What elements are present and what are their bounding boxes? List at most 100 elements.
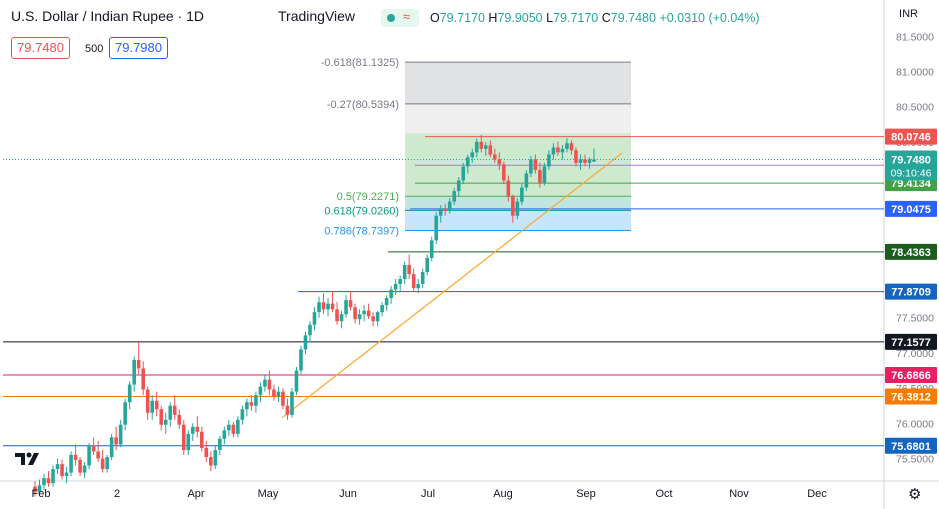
candle-body xyxy=(51,469,55,484)
candle-body xyxy=(127,384,132,403)
candle-body xyxy=(447,201,452,211)
y-tick-label-2: 80.5000 xyxy=(896,102,934,114)
brand-name: TradingView xyxy=(278,8,356,24)
open-label: O xyxy=(430,11,440,25)
candle-body xyxy=(82,465,87,473)
candle-body xyxy=(393,283,398,290)
fib-label-4: 0.786(78.7397) xyxy=(324,226,399,238)
buy-button[interactable]: 79.7980 xyxy=(109,37,168,59)
candle-body xyxy=(240,409,245,420)
candle-body xyxy=(326,303,330,310)
price-level-tag-9 xyxy=(885,437,937,454)
candle-body xyxy=(443,208,448,211)
candle-body xyxy=(529,159,533,174)
candle-body xyxy=(294,370,299,392)
fib-label-0: -0.618(81.1325) xyxy=(321,57,399,69)
candle-body xyxy=(353,307,357,320)
candle-body xyxy=(547,154,551,167)
candle-body xyxy=(556,147,560,153)
price-level-tag-0 xyxy=(885,128,937,145)
candle-body xyxy=(538,169,542,183)
candle-body xyxy=(281,391,285,406)
candle-body xyxy=(204,447,209,458)
ohlc-readout: O79.7170 H79.9050 L79.7170 C79.7480 +0.0… xyxy=(430,11,760,25)
candle-body xyxy=(55,464,60,470)
close-value: 79.7480 xyxy=(610,11,656,25)
candle-body xyxy=(357,314,362,320)
candle-body xyxy=(37,485,42,493)
x-tick-label-3: May xyxy=(258,488,279,500)
candle-body xyxy=(123,402,127,425)
countdown-label: 09:10:46 xyxy=(891,168,932,180)
price-level-tag-label-5: 77.8709 xyxy=(891,287,931,299)
fib-label-1: -0.27(80.5394) xyxy=(327,99,399,111)
change-value: +0.0310 (+0.04%) xyxy=(659,11,760,25)
candle-body xyxy=(542,166,547,183)
candle-body xyxy=(154,400,159,410)
candle-body xyxy=(195,426,200,432)
candle-body xyxy=(276,391,281,397)
candle-body xyxy=(574,150,578,163)
y-tick-label-8: 75.5000 xyxy=(896,453,934,465)
candle-body xyxy=(411,274,416,289)
candle-body xyxy=(578,159,583,163)
currency-label[interactable]: INR xyxy=(899,8,918,20)
candle-body xyxy=(254,395,258,406)
candle-body xyxy=(299,349,303,371)
candle-body xyxy=(213,450,218,466)
candle-body xyxy=(452,191,457,202)
candle-body xyxy=(91,445,96,452)
candle-body xyxy=(425,257,430,272)
candle-body xyxy=(231,424,236,434)
candle-body xyxy=(141,368,145,390)
symbol-title[interactable]: U.S. Dollar / Indian Rupee · 1D xyxy=(11,8,204,24)
high-value: 79.9050 xyxy=(497,11,543,25)
x-tick-label-4: Jun xyxy=(339,488,357,500)
tradingview-logo-icon[interactable] xyxy=(13,449,41,469)
price-level-tag-8 xyxy=(885,388,937,405)
candle-body xyxy=(524,173,529,188)
sell-button[interactable]: 79.7480 xyxy=(11,37,70,59)
candle-body xyxy=(190,426,195,434)
price-level-tag-label-4: 78.4363 xyxy=(891,247,931,259)
y-tick-label-0: 81.5000 xyxy=(896,31,934,43)
low-value: 79.7170 xyxy=(553,11,599,25)
candle-body xyxy=(384,298,389,306)
price-level-tag-label-9: 75.6801 xyxy=(891,441,931,453)
gear-icon[interactable]: ⚙ xyxy=(908,486,922,503)
candle-body xyxy=(87,445,91,466)
candle-body xyxy=(474,141,479,153)
price-level-tag-label-0: 80.0746 xyxy=(891,132,931,144)
candle-body xyxy=(64,472,69,477)
candle-body xyxy=(78,459,82,473)
x-tick-label-2: Apr xyxy=(187,488,204,500)
high-label: H xyxy=(488,11,498,25)
candle-body xyxy=(172,405,177,415)
candle-body xyxy=(33,486,37,493)
candle-body xyxy=(583,159,587,163)
candle-body xyxy=(177,414,182,425)
candles-group xyxy=(33,134,596,497)
y-tick-label-5: 77.0000 xyxy=(896,348,934,360)
candle-body xyxy=(263,379,267,387)
x-tick-label-10: Dec xyxy=(807,488,827,500)
candle-body xyxy=(69,454,73,473)
candle-body xyxy=(502,164,506,181)
candle-body xyxy=(515,201,520,216)
candle-body xyxy=(285,405,290,415)
candle-body xyxy=(114,437,118,445)
candle-body xyxy=(118,424,123,445)
candle-body xyxy=(312,312,317,325)
price-level-tag-4 xyxy=(885,243,937,260)
candle-body xyxy=(380,305,384,313)
market-status-indicator[interactable]: ≈ xyxy=(381,9,419,27)
candle-body xyxy=(73,454,78,460)
candle-body xyxy=(434,215,439,241)
price-level-tag-3 xyxy=(885,200,937,217)
candle-body xyxy=(236,419,240,434)
open-value: 79.7170 xyxy=(439,11,485,25)
y-tick-label-7: 76.0000 xyxy=(896,418,934,430)
candle-body xyxy=(159,409,164,425)
